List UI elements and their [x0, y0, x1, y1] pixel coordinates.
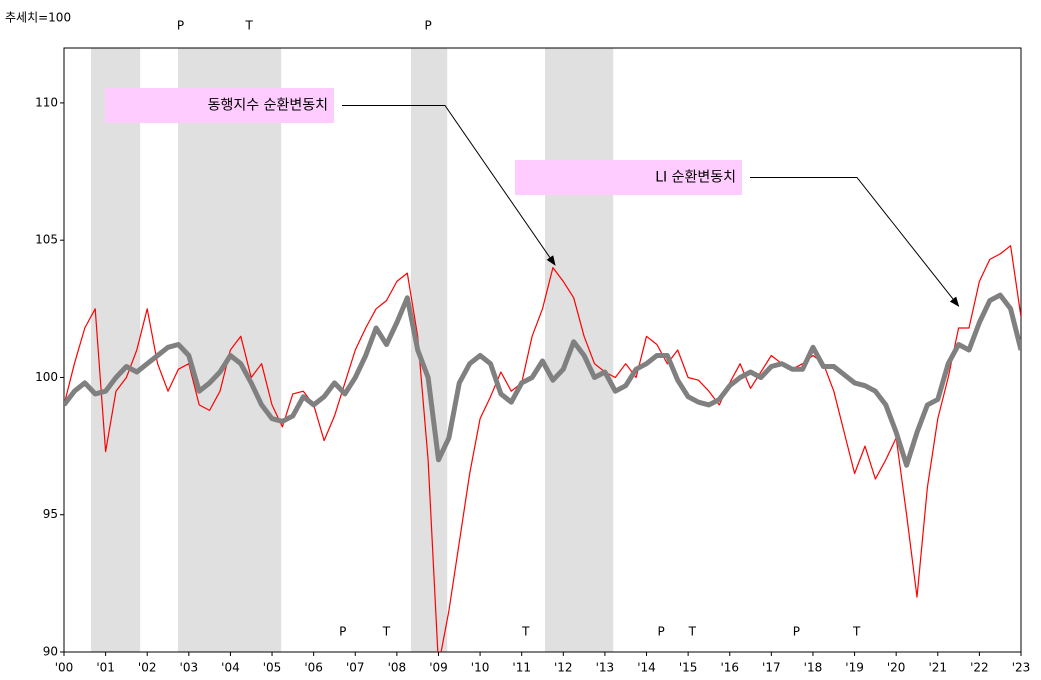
x-tick-label: '23: [1012, 661, 1031, 675]
x-tick-label: '12: [554, 661, 573, 675]
annotation-leader: [342, 105, 556, 266]
series-group: [64, 245, 1021, 652]
series-line: [64, 292, 1021, 468]
x-tick-label: '08: [388, 661, 407, 675]
x-tick-label: '18: [804, 661, 823, 675]
turning-point: P: [424, 19, 431, 33]
x-tick-label: '00: [55, 661, 74, 675]
turning-point: P: [339, 625, 346, 639]
turning-point: T: [382, 625, 391, 639]
annotation-text: LI 순환변동치: [655, 170, 736, 186]
recession-band: [91, 48, 141, 652]
series-line: [64, 245, 1021, 652]
y-tick-label: 110: [35, 95, 58, 109]
annotation-box: [515, 160, 742, 195]
turning-point: T: [244, 19, 253, 33]
x-tick-label: '21: [928, 661, 947, 675]
x-tick-label: '07: [346, 661, 365, 675]
y-tick-label: 95: [43, 507, 58, 521]
annotation-text: 동행지수 순환변동치: [208, 98, 328, 114]
turning-point: P: [793, 625, 800, 639]
x-tick-label: '13: [596, 661, 615, 675]
x-tick-label: '02: [138, 661, 157, 675]
x-tick-label: '06: [304, 661, 323, 675]
y-tick-label: 100: [35, 370, 58, 384]
turning-point: T: [521, 625, 530, 639]
x-tick-label: '11: [512, 661, 531, 675]
x-tick-label: '20: [887, 661, 906, 675]
annotation-leader: [750, 177, 960, 307]
turning-point: P: [657, 625, 664, 639]
y-tick-label: 90: [43, 645, 58, 659]
annotation-box: [105, 88, 334, 123]
y-unit-label: 추세치=100: [5, 11, 71, 25]
x-tick-label: '01: [96, 661, 115, 675]
x-tick-label: '04: [221, 661, 240, 675]
x-tick-label: '19: [845, 661, 864, 675]
x-tick-label: '22: [970, 661, 989, 675]
x-tick-label: '05: [263, 661, 282, 675]
x-tick-label: '15: [679, 661, 698, 675]
turning-point: P: [177, 19, 184, 33]
x-tick-label: '03: [180, 661, 199, 675]
x-tick-label: '10: [471, 661, 490, 675]
turning-point: T: [688, 625, 697, 639]
turning-point: T: [852, 625, 861, 639]
x-tick-label: '17: [762, 661, 781, 675]
x-tick-label: '14: [637, 661, 656, 675]
y-tick-label: 105: [35, 233, 58, 247]
x-tick-label: '09: [429, 661, 448, 675]
x-tick-label: '16: [720, 661, 739, 675]
recession-band: [178, 48, 282, 652]
